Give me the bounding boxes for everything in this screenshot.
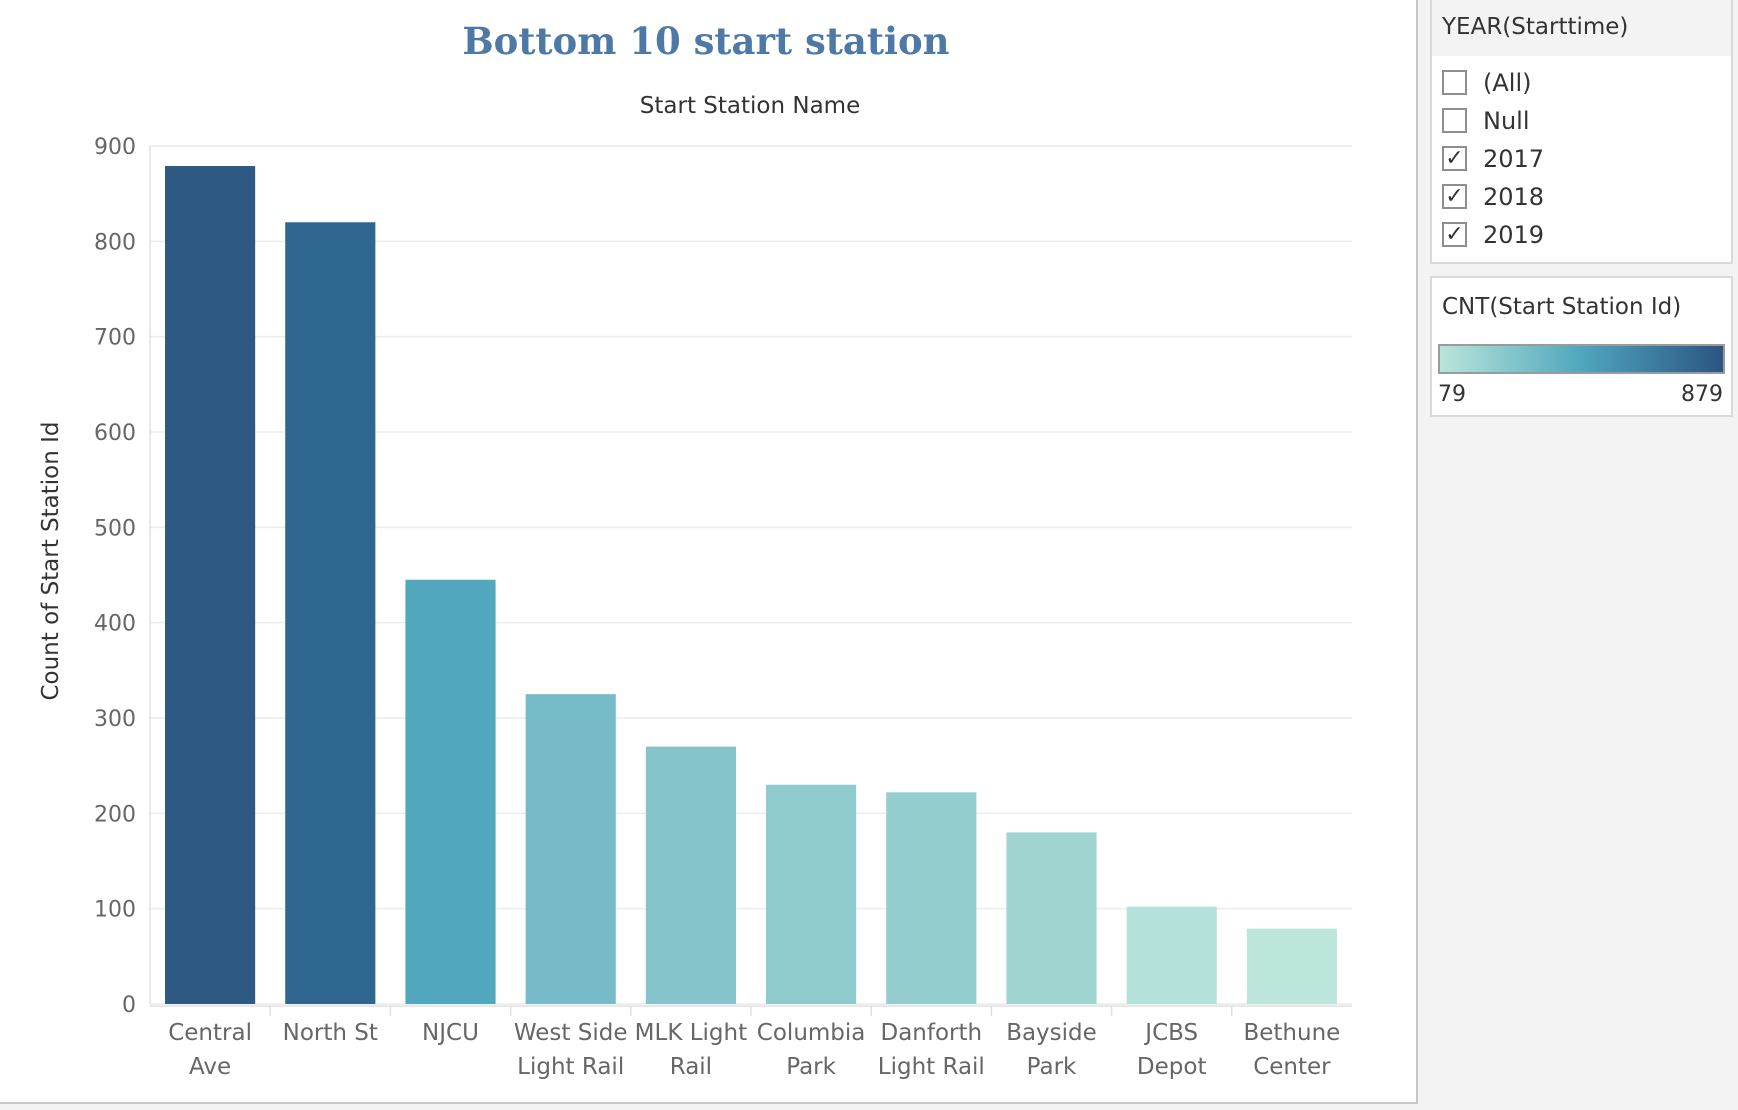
x-tick-label: Light Rail: [878, 1054, 985, 1080]
x-tick-label: Central: [168, 1020, 252, 1046]
x-tick-label: North St: [283, 1020, 378, 1046]
x-tick-label: Park: [1027, 1054, 1077, 1080]
legend-max-label: 879: [1681, 382, 1723, 407]
legend-min-label: 79: [1438, 382, 1466, 407]
y-tick-label: 300: [94, 707, 136, 732]
x-tick-label: Bayside: [1006, 1020, 1097, 1046]
y-axis: 0 100 200 300 400 500 600 700 800 900: [94, 135, 136, 1018]
year-filter-option[interactable]: Null: [1442, 106, 1712, 140]
y-tick-label: 100: [94, 898, 136, 923]
checkbox-empty-icon[interactable]: [1442, 70, 1467, 95]
x-axis-title: Start Station Name: [640, 93, 860, 119]
y-tick-label: 400: [94, 612, 136, 637]
bar[interactable]: [1126, 906, 1217, 1004]
bar-chart: Bottom 10 start station Start Station Na…: [38, 19, 1352, 1080]
bar[interactable]: [886, 792, 977, 1004]
x-tick-label: Columbia: [757, 1020, 866, 1046]
x-tick-label: MLK Light: [635, 1020, 747, 1046]
x-tick-label: West Side: [514, 1020, 628, 1046]
y-tick-label: 500: [94, 516, 136, 541]
color-ramp: [1438, 344, 1725, 374]
x-tick-label: Depot: [1137, 1054, 1207, 1080]
x-tick-label: Ave: [189, 1054, 231, 1080]
year-filter-option[interactable]: ✓ 2018: [1442, 182, 1712, 216]
bar[interactable]: [645, 746, 736, 1004]
chart-panel: Bottom 10 start station Start Station Na…: [0, 0, 1418, 1104]
x-axis: Central Ave North St NJCU West Side Light Rai…: [168, 1020, 1340, 1080]
y-tick-label: 800: [94, 230, 136, 255]
bar[interactable]: [165, 166, 256, 1004]
y-axis-title: Count of Start Station Id: [38, 421, 64, 700]
y-tick-label: 700: [94, 326, 136, 351]
bar[interactable]: [766, 784, 857, 1004]
year-filter-option-label: 2019: [1483, 221, 1545, 249]
year-filter-option-label: (All): [1483, 69, 1532, 97]
x-tick-label: Center: [1253, 1054, 1331, 1080]
x-tick-label: Park: [786, 1054, 836, 1080]
bar[interactable]: [1246, 928, 1337, 1004]
y-tick-label: 900: [94, 135, 136, 160]
side-panel: YEAR(Starttime) (All) Null ✓ 2017 ✓ 2018 ✓ 2019…: [1420, 0, 1738, 1110]
color-legend-title: CNT(Start Station Id): [1442, 294, 1682, 320]
year-filter-option[interactable]: ✓ 2017: [1442, 144, 1712, 178]
bars: [165, 166, 1337, 1004]
year-filter-title: YEAR(Starttime): [1432, 0, 1731, 56]
y-tick-label: 600: [94, 421, 136, 446]
x-tick-label: Danforth: [880, 1020, 982, 1046]
checkbox-empty-icon[interactable]: [1442, 108, 1467, 133]
x-tick-label: NJCU: [422, 1020, 479, 1046]
y-tick-label: 200: [94, 802, 136, 827]
year-filter-option[interactable]: (All): [1442, 68, 1712, 102]
bar[interactable]: [285, 222, 376, 1004]
x-tick-label: Light Rail: [517, 1054, 624, 1080]
checkbox-checked-icon[interactable]: ✓: [1442, 222, 1467, 247]
bar[interactable]: [1006, 832, 1097, 1004]
year-filter-option[interactable]: ✓ 2019: [1442, 220, 1712, 254]
chart-title: Bottom 10 start station: [462, 19, 949, 63]
checkbox-checked-icon[interactable]: ✓: [1442, 184, 1467, 209]
year-filter-option-label: Null: [1483, 107, 1530, 135]
year-filter-option-label: 2017: [1483, 145, 1545, 173]
x-tick-label: Rail: [670, 1054, 712, 1080]
bar[interactable]: [525, 694, 616, 1004]
color-legend-card: CNT(Start Station Id) 79 879: [1430, 276, 1733, 417]
year-filter-card: YEAR(Starttime) (All) Null ✓ 2017 ✓ 2018 ✓ 2019: [1430, 0, 1733, 264]
checkbox-checked-icon[interactable]: ✓: [1442, 146, 1467, 171]
y-tick-label: 0: [122, 993, 136, 1018]
x-tick-label: JCBS: [1143, 1020, 1198, 1046]
year-filter-option-label: 2018: [1483, 183, 1545, 211]
x-tick-label: Bethune: [1243, 1020, 1340, 1046]
bar[interactable]: [405, 579, 496, 1004]
